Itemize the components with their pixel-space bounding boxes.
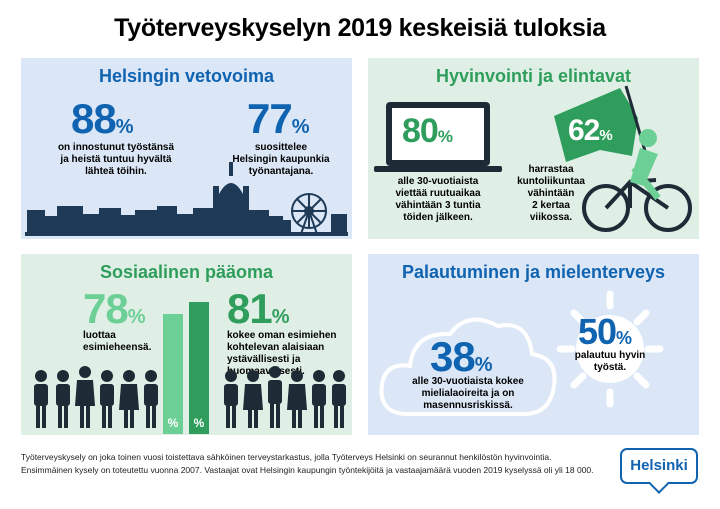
stat-value: 38%: [430, 333, 493, 380]
panel-wellbeing: Hyvinvointi ja elintavat 80% alle 30-vuo…: [368, 58, 699, 239]
bar-label: %: [193, 416, 205, 430]
stat-value: 77%: [247, 95, 310, 142]
panel-title: Helsingin vetovoima: [98, 66, 275, 86]
bar-respect: [189, 302, 209, 434]
stat-value: 88%: [71, 95, 134, 142]
stat-text: alle 30-vuotiaista kokee mielialaoireita…: [412, 376, 524, 411]
stat-value: 78%: [83, 285, 146, 332]
footer-line: Työterveyskysely on joka toinen vuosi to…: [21, 452, 552, 462]
stat-value: 81%: [227, 285, 290, 332]
panel-title: Sosiaalinen pääoma: [99, 262, 274, 282]
stat-text: palautuu hyvin työstä.: [574, 350, 646, 373]
stat-text: alle 30-vuotiaista viettää ruutuaikaa vä…: [395, 176, 481, 223]
footer-line: Ensimmäinen kysely on toteutettu vuonna …: [21, 465, 594, 475]
laptop-icon: [374, 102, 502, 172]
panel-title: Palautuminen ja mielenterveys: [401, 262, 666, 282]
stat-value: 62%: [568, 114, 613, 147]
stat-value: 80%: [402, 112, 453, 150]
page-title: Työterveyskyselyn 2019 keskeisiä tuloksi…: [114, 14, 606, 42]
people-illustration: [34, 366, 346, 428]
stat-value: 50%: [578, 311, 633, 352]
skyline-illustration: [25, 162, 348, 236]
cloud-sun-icon: [379, 290, 664, 416]
stat-text: harrastaa kuntoliikuntaa vähintään 2 ker…: [517, 164, 585, 223]
panel-title: Hyvinvointi ja elintavat: [435, 66, 632, 86]
panel-social: Sosiaalinen pääoma 78% luottaa esimiehee…: [21, 254, 352, 435]
panel-attractiveness: Helsingin vetovoima 88% on innostunut ty…: [21, 58, 352, 239]
stat-text: suosittelee Helsingin kaupunkia työnanta…: [232, 142, 330, 177]
stat-text: luottaa esimieheensä.: [83, 330, 152, 353]
bar-label: %: [167, 416, 179, 430]
helsinki-logo: Helsinki: [620, 448, 698, 484]
stat-text: kokee oman esimiehen kohtelevan alaisiaa…: [227, 330, 337, 377]
cyclist-flag-icon: [554, 85, 692, 232]
bar-trust: [163, 314, 183, 434]
panel-recovery: Palautuminen ja mielenterveys 38% alle 3…: [368, 254, 699, 435]
stat-text: on innostunut työstänsä ja heistä tuntuu…: [57, 142, 175, 177]
